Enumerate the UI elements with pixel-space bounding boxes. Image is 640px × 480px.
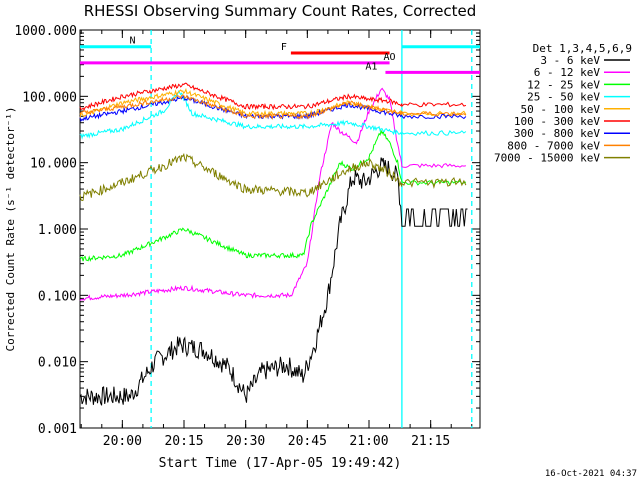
series-line <box>79 152 467 202</box>
y-tick-label: 0.100 <box>38 289 77 304</box>
footer-date: 16-Oct-2021 04:37 <box>545 469 637 479</box>
series-line <box>79 95 467 122</box>
x-axis-label: Start Time (17-Apr-05 19:49:42) <box>159 456 402 471</box>
series-line <box>79 94 467 121</box>
y-tick-label: 1.000 <box>38 223 77 238</box>
annotation-label: AO <box>384 52 396 63</box>
legend-entry-label: 50 - 100 keV <box>521 103 601 116</box>
y-tick-label: 100.000 <box>22 90 77 105</box>
x-tick-label: 20:30 <box>226 434 265 449</box>
legend-entry-label: 100 - 300 keV <box>514 115 600 128</box>
series-line <box>79 82 467 111</box>
y-tick-label: 1000.000 <box>14 24 77 39</box>
annotation-label: A1 <box>365 61 377 72</box>
x-tick-label: 20:45 <box>288 434 327 449</box>
y-axis: 0.001 0.010 0.100 1.000 10.000 100.000 1000.00… <box>14 24 480 437</box>
legend-title: Det 1,3,4,5,6,9 <box>533 42 632 55</box>
series-line <box>79 87 466 301</box>
y-tick-label: 10.000 <box>30 157 77 172</box>
legend-entry-label: 300 - 800 keV <box>514 127 600 140</box>
legend-entry-label: 7000 - 15000 keV <box>494 152 600 165</box>
series-line <box>79 129 467 262</box>
legend-entry-label: 6 - 12 keV <box>534 66 601 79</box>
y-tick-label: 0.010 <box>38 356 77 371</box>
legend-entry-label: 25 - 50 keV <box>527 91 600 104</box>
x-tick-label: 20:00 <box>103 434 142 449</box>
x-tick-label: 21:00 <box>349 434 388 449</box>
x-tick-label: 20:15 <box>164 434 203 449</box>
series-line <box>79 87 467 119</box>
legend-entry-label: 3 - 6 keV <box>540 54 600 67</box>
y-tick-label: 0.001 <box>38 422 77 437</box>
annotation-label: F <box>281 42 287 53</box>
series-line <box>79 89 467 140</box>
y-axis-label: Corrected Count Rate (s⁻¹ detector⁻¹) <box>4 106 17 351</box>
plot-frame <box>79 29 481 429</box>
legend-entry-label: 800 - 7000 keV <box>507 139 600 152</box>
annotation-label: N <box>130 36 136 47</box>
legend-entry-label: 12 - 25 keV <box>527 78 600 91</box>
chart-title: RHESSI Observing Summary Count Rates, Co… <box>84 2 477 20</box>
x-tick-label: 21:15 <box>411 434 450 449</box>
vertical-markers <box>150 30 473 428</box>
series-line <box>79 157 468 406</box>
series-lines <box>79 82 468 406</box>
x-axis: 20:00 20:15 20:30 20:45 21:00 21:15 <box>80 30 473 449</box>
attenuator-annotations: N F AO A1 <box>80 36 480 74</box>
